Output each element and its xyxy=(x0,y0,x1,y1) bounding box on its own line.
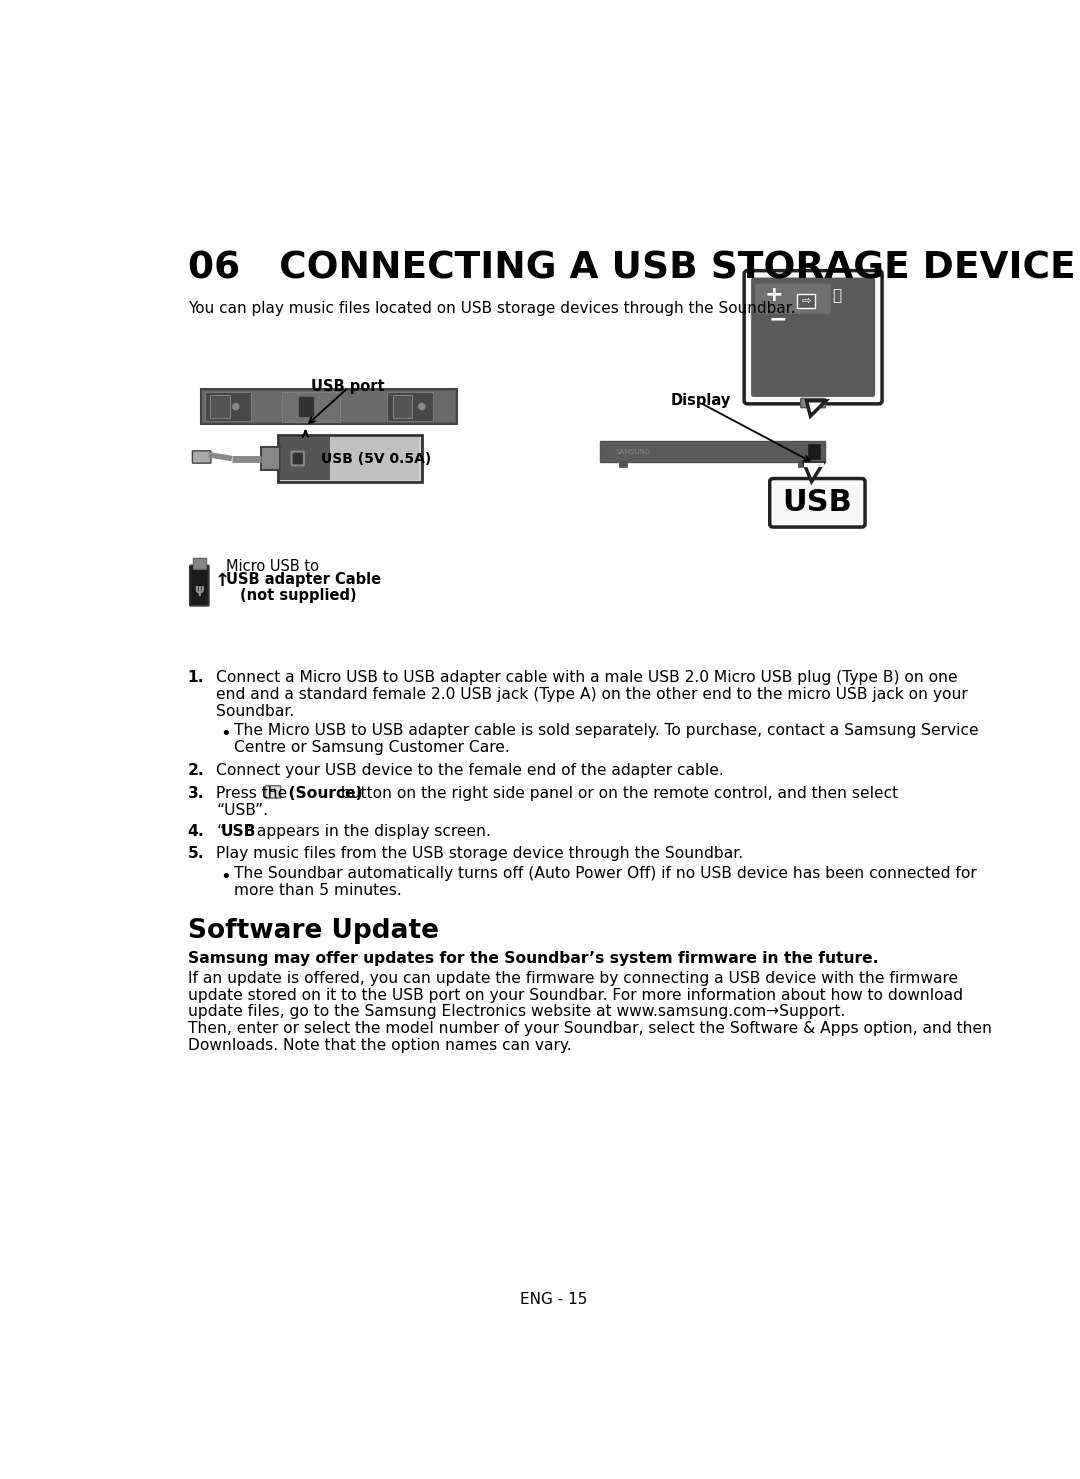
Text: “USB”.: “USB”. xyxy=(216,803,268,818)
Text: −: − xyxy=(769,311,787,330)
Text: ⇨: ⇨ xyxy=(269,787,276,797)
Text: ” appears in the display screen.: ” appears in the display screen. xyxy=(243,824,490,839)
Text: •: • xyxy=(220,725,231,742)
Text: update files, go to the Samsung Electronics website at www.samsung.com→Support.: update files, go to the Samsung Electron… xyxy=(188,1004,845,1019)
Text: Connect your USB device to the female end of the adapter cable.: Connect your USB device to the female en… xyxy=(216,763,724,778)
Text: Samsung may offer updates for the Soundbar’s system firmware in the future.: Samsung may offer updates for the Soundb… xyxy=(188,951,878,966)
Text: 06   CONNECTING A USB STORAGE DEVICE: 06 CONNECTING A USB STORAGE DEVICE xyxy=(188,250,1076,287)
FancyBboxPatch shape xyxy=(299,396,313,416)
FancyBboxPatch shape xyxy=(770,479,865,527)
Text: ⏻: ⏻ xyxy=(832,288,841,303)
FancyBboxPatch shape xyxy=(201,389,457,424)
Text: You can play music files located on USB storage devices through the Soundbar.: You can play music files located on USB … xyxy=(188,300,795,315)
Text: Display: Display xyxy=(671,393,731,408)
FancyBboxPatch shape xyxy=(600,441,825,463)
Text: ψ: ψ xyxy=(194,583,204,596)
FancyBboxPatch shape xyxy=(282,392,340,422)
Polygon shape xyxy=(807,401,826,416)
Text: ⇨: ⇨ xyxy=(801,296,811,306)
Text: •: • xyxy=(220,868,231,886)
FancyBboxPatch shape xyxy=(744,271,882,404)
Text: Micro USB to: Micro USB to xyxy=(227,559,320,574)
Text: more than 5 minutes.: more than 5 minutes. xyxy=(234,883,402,898)
Text: Soundbar.: Soundbar. xyxy=(216,704,295,719)
Text: SAMSUNG: SAMSUNG xyxy=(616,448,651,454)
FancyBboxPatch shape xyxy=(193,558,205,568)
Text: Then, enter or select the model number of your Soundbar, select the Software & A: Then, enter or select the model number o… xyxy=(188,1022,991,1037)
FancyBboxPatch shape xyxy=(211,395,230,417)
FancyBboxPatch shape xyxy=(192,451,211,463)
Circle shape xyxy=(419,404,424,410)
FancyBboxPatch shape xyxy=(205,392,252,422)
Text: Play music files from the USB storage device through the Soundbar.: Play music files from the USB storage de… xyxy=(216,846,743,861)
Text: USB: USB xyxy=(221,824,257,839)
FancyBboxPatch shape xyxy=(202,390,455,423)
Text: Connect a Micro USB to USB adapter cable with a male USB 2.0 Micro USB plug (Typ: Connect a Micro USB to USB adapter cable… xyxy=(216,670,958,685)
Text: button on the right side panel or on the remote control, and then select: button on the right side panel or on the… xyxy=(337,785,899,800)
FancyBboxPatch shape xyxy=(808,444,820,460)
Text: USB adapter Cable: USB adapter Cable xyxy=(227,572,381,587)
Text: 3.: 3. xyxy=(188,785,204,800)
FancyBboxPatch shape xyxy=(330,436,419,481)
Text: USB: USB xyxy=(783,488,852,518)
Text: If an update is offered, you can update the firmware by connecting a USB device : If an update is offered, you can update … xyxy=(188,970,958,985)
Text: (not supplied): (not supplied) xyxy=(241,587,357,603)
FancyBboxPatch shape xyxy=(190,565,208,605)
Text: Press the: Press the xyxy=(216,785,293,800)
FancyBboxPatch shape xyxy=(798,463,806,467)
Text: USB port: USB port xyxy=(311,379,384,395)
Text: end and a standard female 2.0 USB jack (Type A) on the other end to the micro US: end and a standard female 2.0 USB jack (… xyxy=(216,688,968,703)
FancyBboxPatch shape xyxy=(266,785,281,799)
Text: USB (5V 0.5A): USB (5V 0.5A) xyxy=(321,451,431,466)
FancyBboxPatch shape xyxy=(755,284,831,314)
FancyBboxPatch shape xyxy=(751,278,875,396)
FancyBboxPatch shape xyxy=(800,398,825,408)
Text: update stored on it to the USB port on your Soundbar. For more information about: update stored on it to the USB port on y… xyxy=(188,988,962,1003)
Text: Downloads. Note that the option names can vary.: Downloads. Note that the option names ca… xyxy=(188,1038,571,1053)
Circle shape xyxy=(232,404,239,410)
Text: ENG - 15: ENG - 15 xyxy=(519,1293,588,1307)
Text: 4.: 4. xyxy=(188,824,204,839)
Text: +: + xyxy=(765,284,784,305)
Text: Software Update: Software Update xyxy=(188,918,438,944)
FancyBboxPatch shape xyxy=(393,395,413,417)
Text: The Micro USB to USB adapter cable is sold separately. To purchase, contact a Sa: The Micro USB to USB adapter cable is so… xyxy=(234,723,978,738)
Text: “: “ xyxy=(216,824,225,839)
Text: 5.: 5. xyxy=(188,846,204,861)
Text: 2.: 2. xyxy=(188,763,204,778)
FancyBboxPatch shape xyxy=(292,451,303,466)
FancyBboxPatch shape xyxy=(797,294,815,308)
Polygon shape xyxy=(804,463,823,482)
FancyBboxPatch shape xyxy=(279,435,422,482)
FancyBboxPatch shape xyxy=(261,447,280,470)
Text: ↑: ↑ xyxy=(215,572,230,590)
Text: Centre or Samsung Customer Care.: Centre or Samsung Customer Care. xyxy=(234,740,510,754)
Text: 1.: 1. xyxy=(188,670,204,685)
FancyBboxPatch shape xyxy=(619,463,627,467)
FancyBboxPatch shape xyxy=(280,436,330,481)
FancyBboxPatch shape xyxy=(387,392,433,422)
Text: (Source): (Source) xyxy=(283,785,363,800)
Text: The Soundbar automatically turns off (Auto Power Off) if no USB device has been : The Soundbar automatically turns off (Au… xyxy=(234,865,977,881)
